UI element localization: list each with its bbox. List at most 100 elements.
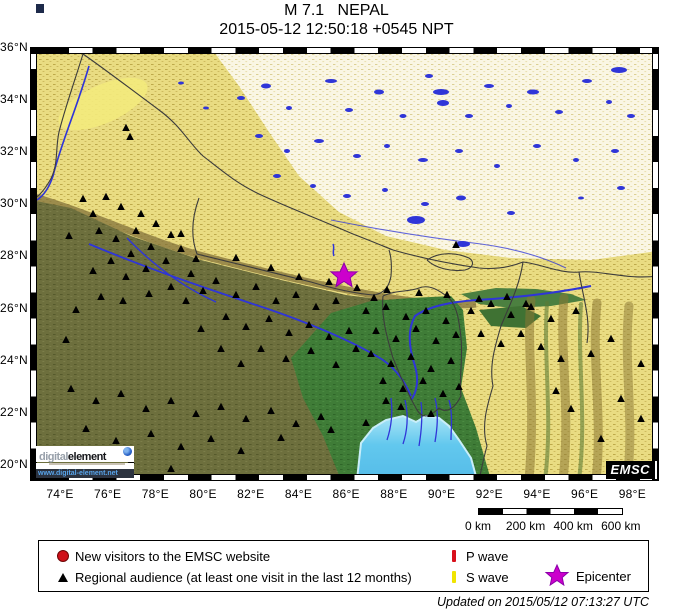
lon-label: 84°E [284, 487, 313, 501]
lat-label: 24°N [0, 352, 29, 367]
lake [255, 134, 263, 138]
rivers [36, 65, 592, 447]
lake [374, 89, 384, 95]
red-bar-icon [444, 550, 464, 562]
legend-epicenter-item: Epicenter [544, 563, 631, 589]
lake [286, 106, 292, 110]
scale-bar-segments [478, 508, 623, 515]
digital-element-logo: digitalelement www.digital-element.net [36, 446, 134, 478]
lake [465, 114, 473, 118]
country-borders [31, 53, 658, 480]
lake [611, 149, 619, 153]
title-datetime: 2015-05-12 12:50:18 +0545 NPT [219, 21, 454, 38]
updated-timestamp: Updated on 2015/05/12 07:13:27 UTC [437, 595, 649, 609]
digital-element-url: www.digital-element.net [36, 469, 134, 478]
lake [456, 241, 470, 247]
lake [314, 139, 324, 143]
lake [617, 186, 625, 190]
lake [399, 114, 407, 118]
legend-epicenter-label: Epicenter [576, 568, 631, 584]
lake [284, 149, 290, 153]
lat-label: 28°N [0, 248, 29, 263]
brand-element: element [67, 451, 107, 463]
lake [418, 158, 428, 162]
lat-label: 36°N [0, 40, 29, 54]
lake [237, 96, 245, 100]
legend-box: New visitors to the EMSC website Regional… [38, 540, 649, 592]
lat-label: 20°N [0, 456, 29, 471]
lake [455, 149, 463, 153]
scale-label: 600 km [601, 519, 641, 533]
lake [203, 106, 209, 110]
lon-label: 94°E [523, 487, 551, 501]
lon-label: 92°E [475, 487, 503, 501]
scale-label: 0 km [464, 519, 491, 533]
frame-corner [31, 474, 37, 480]
globe-icon [123, 447, 132, 456]
frame-corner [652, 48, 658, 54]
lake [345, 108, 353, 112]
black-triangle-icon [53, 572, 73, 582]
yellow-bar [452, 571, 456, 583]
frame-corner [31, 48, 37, 54]
epicenter-star-icon [544, 563, 570, 587]
lat-label: 30°N [0, 196, 29, 211]
lake [555, 110, 563, 114]
scale-bar: 0 km 200 km 400 km 600 km [465, 508, 640, 536]
lat-label: 22°N [0, 404, 29, 419]
region-karakoram-bright [58, 77, 148, 131]
lake [578, 196, 584, 200]
lake [437, 100, 449, 106]
digital-element-brand: digitalelement [36, 446, 134, 463]
legend-label: P wave [466, 548, 509, 564]
lon-label: 82°E [237, 487, 265, 501]
lake [527, 89, 539, 95]
legend-row: New visitors to the EMSC website [53, 547, 270, 565]
title-magnitude-location: M 7.1 NEPAL [284, 2, 389, 19]
lon-label: 90°E [427, 487, 456, 501]
map-container: digitalelement www.digital-element.net E… [30, 47, 659, 481]
lon-label: 98°E [618, 487, 647, 501]
map-canvas [31, 48, 658, 480]
red-bar [452, 550, 456, 562]
lake [573, 158, 579, 162]
map-frame-right [652, 48, 658, 480]
myanmar-ridges [524, 293, 635, 480]
lake [533, 144, 541, 148]
lon-label: 96°E [571, 487, 599, 501]
red-circle [57, 550, 69, 562]
lat-label: 32°N [0, 144, 29, 159]
lon-label: 80°E [189, 487, 217, 501]
lake [353, 154, 361, 158]
map-frame-top [31, 48, 658, 54]
tibet-lakes-layer [178, 67, 635, 247]
lake [582, 79, 592, 83]
lake [273, 174, 281, 178]
lon-label: 88°E [380, 487, 408, 501]
lon-label: 78°E [141, 487, 170, 501]
map-frame-bottom [31, 474, 658, 480]
lake [178, 81, 184, 85]
page-title: M 7.1 NEPAL 2015-05-12 12:50:18 +0545 NP… [0, 1, 673, 39]
lake [627, 114, 635, 118]
legend-row: Regional audience (at least one visit in… [53, 568, 412, 586]
legend-label: S wave [466, 569, 509, 585]
yellow-bar-icon [444, 571, 464, 583]
lake [261, 83, 271, 89]
lake [506, 104, 512, 108]
scale-label: 400 km [553, 519, 593, 533]
brand-digital: digital [39, 451, 68, 463]
legend-row: S wave [444, 568, 509, 586]
lake [325, 79, 337, 83]
lake [407, 216, 425, 224]
scale-label: 200 km [505, 519, 546, 533]
lon-label: 74°E [46, 487, 74, 501]
lake [611, 67, 627, 73]
lon-label: 76°E [94, 487, 122, 501]
lake [421, 202, 429, 206]
legend-row: P wave [444, 547, 508, 565]
small-logo-mark [36, 4, 44, 13]
red-circle-icon [53, 550, 73, 562]
legend-label: Regional audience (at least one visit in… [75, 569, 412, 585]
